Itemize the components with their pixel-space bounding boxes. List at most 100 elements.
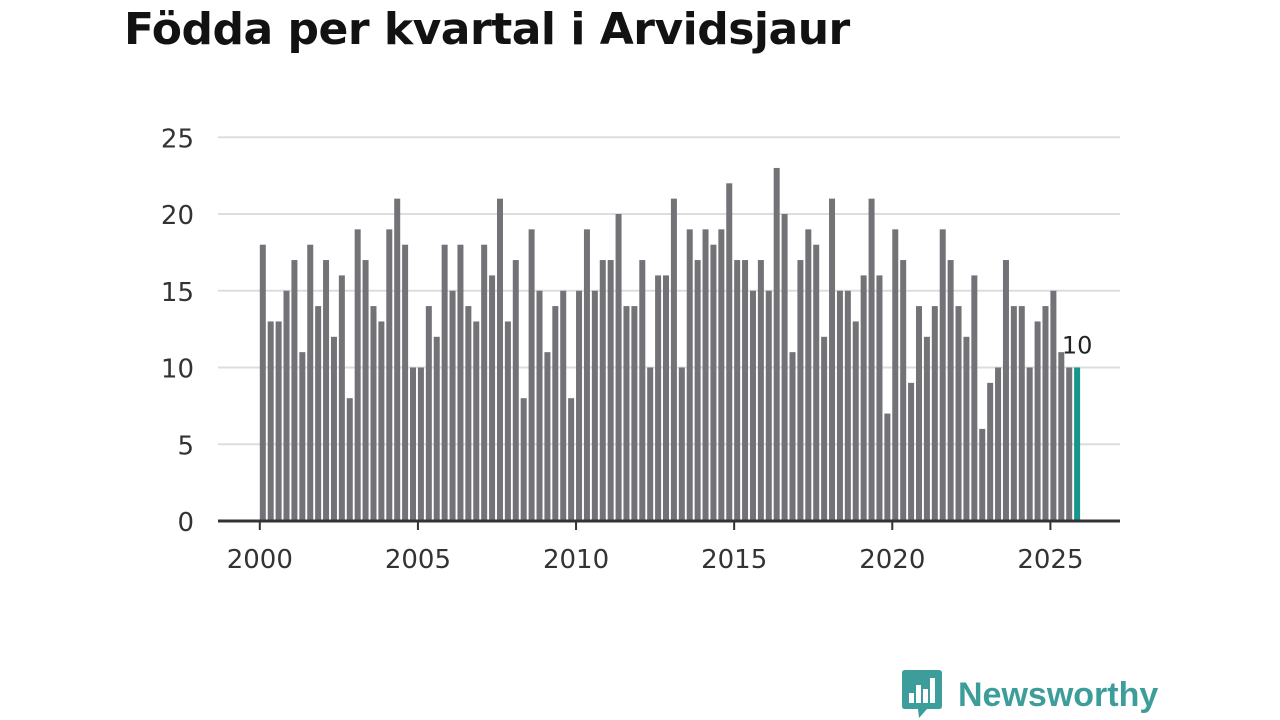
bar: [805, 229, 812, 521]
bar: [900, 260, 907, 521]
bar: [576, 290, 583, 521]
bar: [473, 321, 480, 521]
bar: [844, 290, 851, 521]
bar: [995, 367, 1002, 521]
bar: [591, 290, 598, 521]
bar: [346, 398, 353, 521]
bar: [876, 275, 883, 521]
bar: [670, 198, 677, 521]
bar: [639, 260, 646, 521]
x-tick-label: 2020: [859, 545, 925, 575]
bar: [552, 306, 559, 521]
bar: [987, 382, 994, 521]
x-tick-label: 2025: [1017, 545, 1083, 575]
bar: [963, 336, 970, 521]
bar: [718, 229, 725, 521]
bar: [425, 306, 432, 521]
bar: [354, 229, 361, 521]
data-labels: 10: [1062, 332, 1093, 360]
bar: [686, 229, 693, 521]
bar: [496, 198, 503, 521]
bar: [742, 260, 749, 521]
y-tick-label: 15: [161, 278, 194, 308]
bar: [797, 260, 804, 521]
bar: [528, 229, 535, 521]
bar: [813, 244, 820, 521]
bar: [749, 290, 756, 521]
bar: [1050, 290, 1057, 521]
bar: [481, 244, 488, 521]
bar: [915, 306, 922, 521]
bar: [1010, 306, 1017, 521]
bar: [1058, 352, 1065, 521]
bar: [536, 290, 543, 521]
bar: [315, 306, 322, 521]
chart-title: Födda per kvartal i Arvidsjaur: [124, 4, 850, 55]
bar: [836, 290, 843, 521]
bar: [884, 413, 891, 521]
bar: [441, 244, 448, 521]
bar: [908, 382, 915, 521]
x-tick-label: 2015: [701, 545, 767, 575]
brand-name: Newsworthy: [958, 675, 1159, 714]
bar: [583, 229, 590, 521]
bar: [734, 260, 741, 521]
x-tick-label: 2010: [543, 545, 609, 575]
bar: [449, 290, 456, 521]
bar: [623, 306, 630, 521]
bar: [1042, 306, 1049, 521]
bar: [821, 336, 828, 521]
bar: [710, 244, 717, 521]
bar: [362, 260, 369, 521]
bar: [433, 336, 440, 521]
x-tick-label: 2000: [227, 545, 293, 575]
bar: [631, 306, 638, 521]
bar: [338, 275, 345, 521]
bar: [465, 306, 472, 521]
bars: [218, 167, 1120, 523]
bar: [599, 260, 606, 521]
bar: [678, 367, 685, 521]
data-label: 10: [1062, 332, 1093, 360]
bar: [370, 306, 377, 521]
bar: [394, 198, 401, 521]
bar: [781, 214, 788, 521]
bar: [1034, 321, 1041, 521]
bar: [307, 244, 314, 521]
bar: [568, 398, 575, 521]
bar: [773, 167, 780, 521]
bar: [868, 198, 875, 521]
bar: [1018, 306, 1025, 521]
bar: [457, 244, 464, 521]
bar: [939, 229, 946, 521]
bar: [386, 229, 393, 521]
bar: [402, 244, 409, 521]
bar: [504, 321, 511, 521]
bar: [852, 321, 859, 521]
bar: [971, 275, 978, 521]
bar: [1002, 260, 1009, 521]
bar: [726, 183, 733, 522]
bar: [560, 290, 567, 521]
bar: [259, 244, 266, 521]
bar: [647, 367, 654, 521]
y-tick-label: 25: [161, 124, 194, 154]
x-tick-label: 2005: [385, 545, 451, 575]
brand-logo: Newsworthy: [902, 670, 1158, 720]
bar: [323, 260, 330, 521]
bar: [607, 260, 614, 521]
bar: [1066, 367, 1073, 521]
bar: [489, 275, 496, 521]
bar: [1026, 367, 1033, 521]
bar: [330, 336, 337, 521]
bar: [299, 352, 306, 521]
y-axis-ticks: 0 5 10 15 20 25: [161, 124, 194, 538]
y-tick-label: 20: [161, 201, 194, 231]
bar: [702, 229, 709, 521]
bar: [789, 352, 796, 521]
y-tick-label: 5: [177, 431, 194, 461]
bar: [955, 306, 962, 521]
bar: [765, 290, 772, 521]
bar: [283, 290, 290, 521]
y-tick-label: 10: [161, 355, 194, 385]
